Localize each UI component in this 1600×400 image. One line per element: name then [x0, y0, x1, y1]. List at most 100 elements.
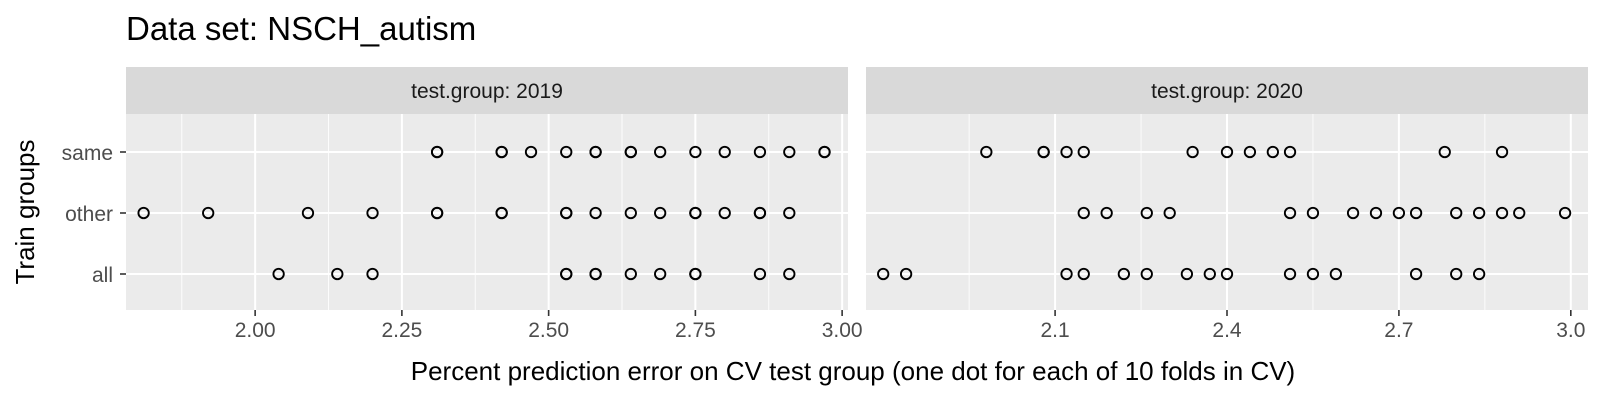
data-point-all	[1060, 267, 1073, 281]
data-point-all	[899, 267, 913, 281]
y-axis-categories: all other same	[62, 142, 126, 287]
data-point-all	[783, 267, 796, 281]
data-point-all	[1450, 267, 1463, 281]
data-point-other	[1495, 206, 1509, 220]
x-tick-label: 2.25	[381, 319, 422, 342]
data-point-all	[624, 267, 637, 281]
data-point-same	[689, 145, 702, 159]
data-point-other	[1472, 206, 1486, 220]
data-point-same	[1186, 145, 1199, 159]
data-point-other	[1140, 206, 1153, 220]
data-point-other	[202, 206, 215, 220]
x-tick-label: 2.4	[1212, 319, 1242, 342]
data-point-all	[1220, 267, 1234, 281]
data-point-all	[1077, 267, 1090, 281]
data-point-other	[1100, 206, 1113, 220]
data-point-all	[689, 267, 702, 281]
data-point-same	[430, 145, 444, 159]
data-point-other	[624, 206, 637, 220]
data-point-other	[718, 206, 731, 220]
data-point-all	[1306, 267, 1320, 281]
data-point-all	[366, 267, 379, 281]
facet-strip	[126, 67, 848, 114]
data-point-other	[689, 206, 702, 220]
data-point-other	[495, 206, 508, 220]
y-tick-label: same	[62, 142, 113, 165]
data-point-other	[301, 206, 315, 220]
x-tick-label: 2.7	[1384, 319, 1413, 342]
data-point-other	[654, 206, 667, 220]
data-point-other	[1163, 206, 1176, 220]
data-point-all	[1180, 267, 1194, 281]
data-point-same	[524, 145, 538, 159]
data-point-all	[589, 267, 602, 281]
data-point-same	[1495, 145, 1509, 159]
data-point-other	[783, 206, 796, 220]
data-point-all	[1140, 267, 1153, 281]
data-point-all	[1472, 267, 1486, 281]
data-point-all	[1409, 267, 1423, 281]
data-point-all	[272, 267, 285, 281]
data-point-same	[1220, 145, 1234, 159]
data-point-same	[783, 145, 796, 159]
data-point-same	[1060, 145, 1073, 159]
x-tick-label: 3.00	[822, 319, 863, 342]
data-point-all	[654, 267, 667, 281]
data-point-other	[589, 206, 602, 220]
data-point-other	[1369, 206, 1383, 220]
data-point-other	[1346, 206, 1360, 220]
data-point-other	[1306, 206, 1320, 220]
facet-panel-2020: test.group: 2020 2.1 2.4 2.7 3.0	[866, 67, 1588, 342]
facet-strip	[866, 67, 1588, 114]
data-point-other	[430, 206, 444, 220]
data-point-same	[495, 145, 508, 159]
data-point-all	[331, 267, 344, 281]
data-point-all	[560, 267, 573, 281]
data-point-same	[560, 145, 573, 159]
data-point-same	[1438, 145, 1451, 159]
data-point-other	[1558, 206, 1572, 220]
data-point-all	[1329, 267, 1343, 281]
data-point-same	[980, 145, 993, 159]
data-point-same	[1037, 145, 1050, 159]
y-tick-label: other	[65, 203, 113, 226]
data-point-same	[718, 145, 731, 159]
y-axis-title: Train groups	[10, 140, 40, 285]
data-point-same	[654, 145, 667, 159]
x-tick-label: 2.75	[675, 319, 716, 342]
data-point-other	[1077, 206, 1090, 220]
data-point-same	[1077, 145, 1090, 159]
data-point-same	[624, 145, 637, 159]
data-point-all	[1117, 267, 1131, 281]
data-point-other	[560, 206, 573, 220]
data-point-all	[1203, 267, 1216, 281]
facet-strip-label: test.group: 2019	[411, 80, 563, 103]
x-tick-label: 2.1	[1040, 319, 1069, 342]
facet-panel-2019: test.group: 2019 2.00 2.25 2.50 2.75 3.00	[126, 67, 863, 342]
data-point-other	[1450, 206, 1463, 220]
data-point-other	[753, 206, 767, 220]
data-point-other	[366, 206, 379, 220]
data-point-same	[589, 145, 602, 159]
data-point-same	[818, 145, 831, 159]
data-point-other	[137, 206, 150, 220]
data-point-other	[1283, 206, 1297, 220]
x-axis-title: Percent prediction error on CV test grou…	[411, 356, 1295, 386]
data-point-same	[1243, 145, 1257, 159]
data-point-other	[1392, 206, 1406, 220]
data-point-other	[1409, 206, 1423, 220]
data-point-same	[1283, 145, 1297, 159]
chart-title: Data set: NSCH_autism	[126, 10, 476, 47]
data-point-all	[877, 267, 890, 281]
data-point-same	[753, 145, 767, 159]
data-point-other	[1513, 206, 1526, 220]
x-tick-label: 2.50	[528, 319, 569, 342]
data-point-same	[1266, 145, 1279, 159]
data-point-all	[753, 267, 767, 281]
x-tick-label: 3.0	[1556, 319, 1585, 342]
y-tick-label: all	[92, 264, 113, 287]
data-point-all	[1283, 267, 1297, 281]
x-tick-label: 2.00	[235, 319, 276, 342]
facet-strip-label: test.group: 2020	[1151, 80, 1303, 103]
